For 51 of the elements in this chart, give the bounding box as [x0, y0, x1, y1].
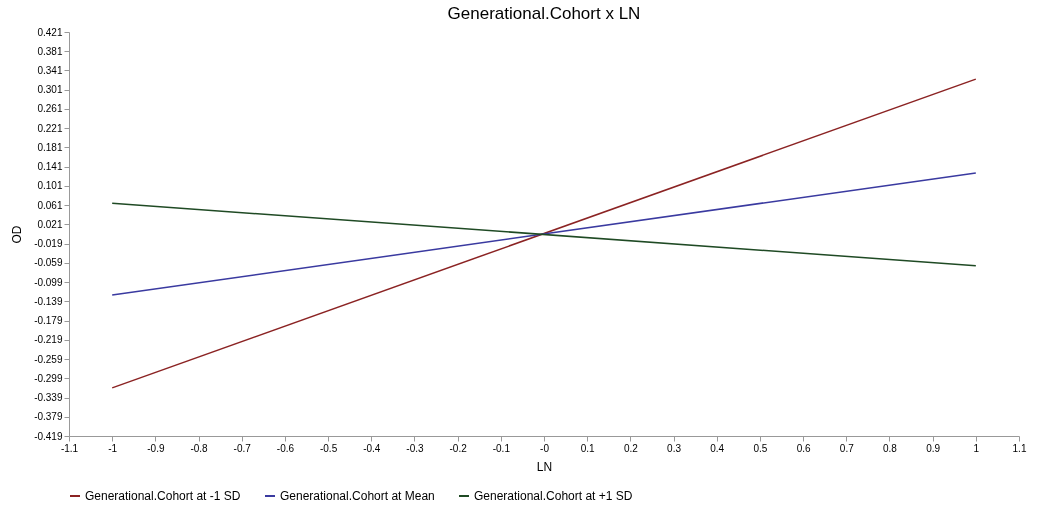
y-tick-label: -0.019: [34, 238, 63, 250]
x-tick-label: -0.5: [319, 442, 338, 454]
x-axis-title: LN: [536, 459, 553, 474]
x-tick-label: -0.2: [449, 442, 468, 454]
x-tick-label: -1.1: [60, 442, 79, 454]
y-tick-label: -0.139: [34, 295, 63, 307]
x-tick-label: -0.9: [147, 442, 165, 454]
y-tick-label: 0.101: [37, 180, 63, 192]
x-tick-label: 0.1: [580, 442, 596, 454]
legend-label: Generational.Cohort at -1 SD: [85, 489, 241, 503]
x-tick-label: -0.7: [233, 442, 252, 454]
y-tick-label: 0.141: [37, 161, 63, 173]
x-tick-label: -0.6: [276, 442, 295, 454]
y-tick-label: -0.259: [34, 353, 63, 365]
x-tick-label: -1: [108, 442, 118, 454]
y-tick-label: 0.221: [37, 122, 63, 134]
y-tick-label: -0.419: [34, 430, 63, 442]
y-tick-label: 0.261: [37, 103, 63, 115]
y-tick-label: -0.379: [34, 411, 63, 423]
x-tick-label: 1.1: [1012, 442, 1027, 454]
x-tick-label: -0.8: [190, 442, 209, 454]
y-tick-label: 0.181: [37, 141, 63, 153]
x-tick-label: 0.7: [839, 442, 855, 454]
y-tick-label: -0.179: [34, 315, 63, 327]
y-tick-label: -0.219: [34, 334, 63, 346]
y-tick-label: -0.339: [34, 392, 63, 404]
y-tick-label: 0.381: [37, 45, 63, 57]
x-tick-label: -0: [540, 442, 550, 454]
x-tick-label: -0.4: [363, 442, 381, 454]
y-tick-label: -0.099: [34, 276, 63, 288]
y-axis-title: OD: [10, 225, 25, 244]
y-tick-label: 0.061: [37, 199, 63, 211]
y-tick-label: 0.021: [37, 218, 63, 230]
y-tick-label: -0.299: [34, 372, 63, 384]
legend-label: Generational.Cohort at +1 SD: [474, 489, 633, 503]
y-tick-label: -0.059: [34, 257, 63, 269]
x-tick-label: 0.9: [926, 442, 941, 454]
x-tick-label: 0.6: [796, 442, 811, 454]
x-tick-label: -0.1: [492, 442, 511, 454]
legend-label: Generational.Cohort at Mean: [280, 489, 435, 503]
x-tick-label: 0.4: [710, 442, 725, 454]
chart-title: Generational.Cohort x LN: [447, 4, 641, 23]
x-tick-label: 0.3: [667, 442, 682, 454]
x-tick-label: -0.3: [406, 442, 425, 454]
x-tick-label: 1: [973, 442, 980, 454]
y-tick-label: 0.341: [37, 64, 63, 76]
y-tick-label: 0.421: [37, 26, 63, 38]
y-tick-label: 0.301: [37, 84, 63, 96]
x-tick-label: 0.5: [753, 442, 768, 454]
x-tick-label: 0.2: [623, 442, 639, 454]
x-tick-label: 0.8: [883, 442, 898, 454]
